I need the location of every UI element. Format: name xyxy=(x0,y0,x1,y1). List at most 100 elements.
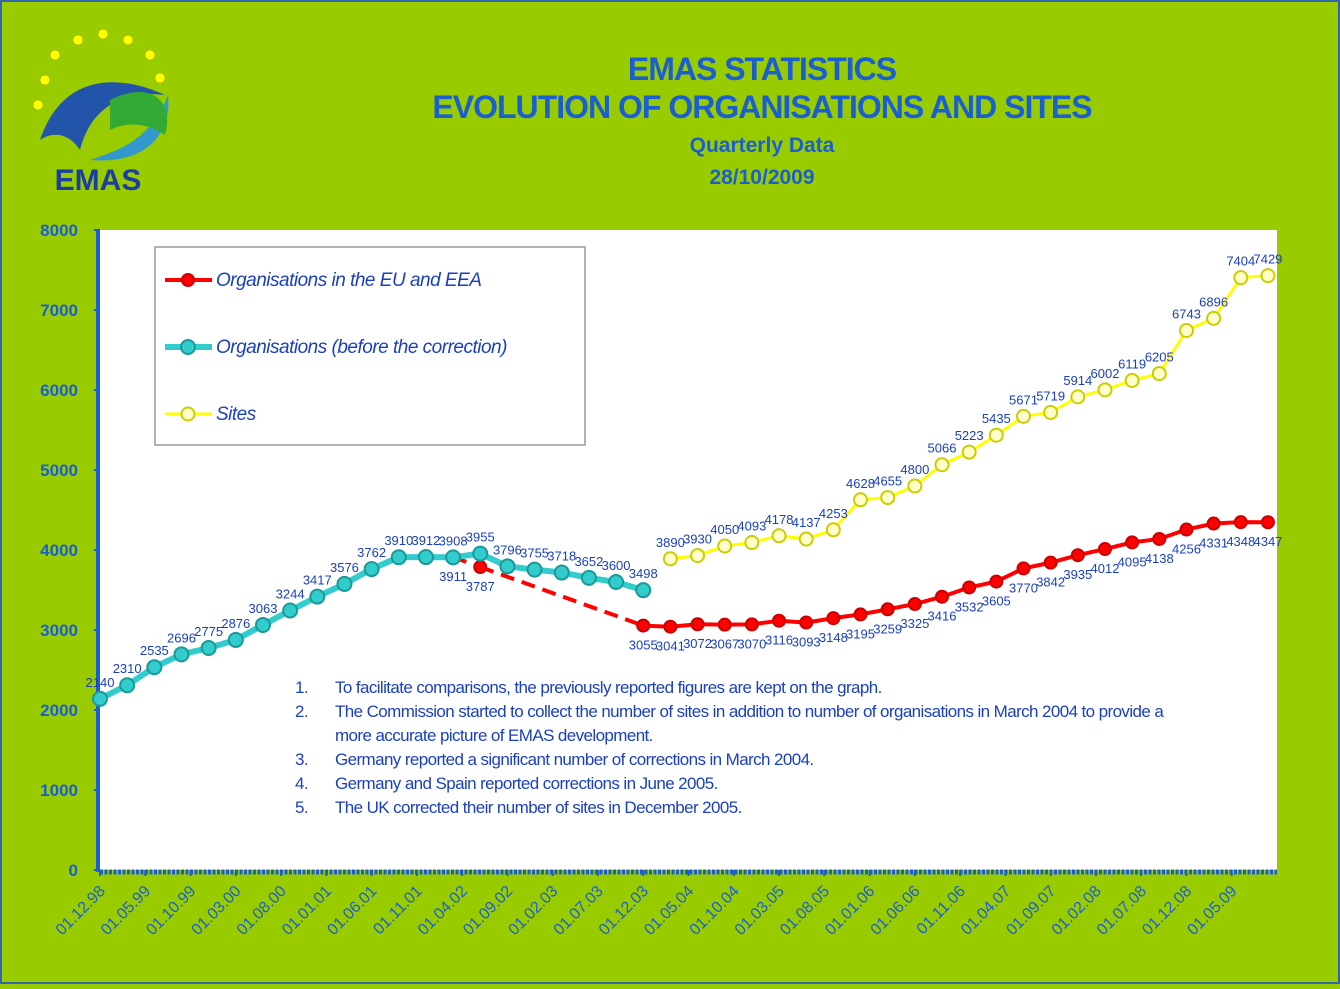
data-label: 3067 xyxy=(710,637,739,652)
y-tick-label: 2000 xyxy=(40,701,78,720)
data-label: 4178 xyxy=(765,512,794,527)
data-label: 4137 xyxy=(792,515,821,530)
point xyxy=(744,535,760,551)
point xyxy=(1097,382,1113,398)
point xyxy=(92,690,108,707)
point xyxy=(880,490,896,506)
point xyxy=(662,551,678,567)
point xyxy=(988,427,1004,443)
data-label: 5066 xyxy=(928,441,957,456)
data-label: 2310 xyxy=(113,661,142,676)
data-label: 3055 xyxy=(629,638,658,653)
data-label: 3498 xyxy=(629,566,658,581)
point xyxy=(1206,310,1222,326)
data-label: 3787 xyxy=(466,579,495,594)
data-label: 6743 xyxy=(1172,307,1201,322)
point xyxy=(309,588,326,605)
note-number: 5. xyxy=(295,798,309,817)
data-label: 4347 xyxy=(1253,534,1282,549)
data-label: 3532 xyxy=(955,599,984,614)
note-number: 3. xyxy=(295,750,309,769)
note: 5. The UK corrected their number of sites… xyxy=(295,796,1195,820)
data-label: 6896 xyxy=(1199,294,1228,309)
point xyxy=(282,602,299,619)
legend-box xyxy=(154,246,586,446)
y-tick-label: 3000 xyxy=(40,621,78,640)
data-label: 6205 xyxy=(1145,350,1174,365)
data-label: 3842 xyxy=(1036,575,1065,590)
point xyxy=(825,522,841,538)
point xyxy=(608,574,625,590)
point xyxy=(200,640,217,656)
point xyxy=(1070,548,1085,563)
data-label: 5435 xyxy=(982,411,1011,426)
data-label: 3718 xyxy=(547,549,576,564)
point xyxy=(1043,404,1059,420)
y-tick-label: 5000 xyxy=(40,461,78,480)
data-label: 2775 xyxy=(194,624,223,639)
data-label: 4093 xyxy=(737,519,766,534)
point xyxy=(690,548,706,564)
data-label: 3955 xyxy=(466,530,495,545)
data-label: 3890 xyxy=(656,535,685,550)
data-label: 3770 xyxy=(1009,580,1038,595)
point xyxy=(989,574,1004,589)
data-label: 4628 xyxy=(846,476,875,491)
point xyxy=(1178,323,1194,339)
point xyxy=(635,582,652,599)
data-label: 3417 xyxy=(303,573,332,588)
data-label: 2140 xyxy=(86,675,115,690)
point xyxy=(1260,268,1276,284)
data-label: 3762 xyxy=(357,545,386,560)
point xyxy=(853,607,868,622)
point xyxy=(472,545,489,562)
point xyxy=(1152,531,1167,546)
point xyxy=(935,589,950,604)
logo-text: EMAS xyxy=(55,164,142,197)
data-label: 3093 xyxy=(792,635,821,650)
point xyxy=(119,677,136,694)
legend-marker xyxy=(181,273,195,287)
data-label: 2876 xyxy=(221,616,250,631)
data-label: 2535 xyxy=(140,643,169,658)
legend: Organisations in the EU and EEA Organisat… xyxy=(154,246,586,446)
point xyxy=(1151,366,1167,382)
point xyxy=(717,617,732,632)
legend-marker xyxy=(180,339,196,355)
y-tick-label: 8000 xyxy=(40,221,78,240)
point xyxy=(826,611,841,626)
point xyxy=(526,561,543,578)
data-label: 5914 xyxy=(1063,373,1092,388)
note-number: 2. xyxy=(295,702,309,721)
point xyxy=(146,659,163,676)
point xyxy=(799,615,814,630)
point xyxy=(363,561,380,578)
point xyxy=(962,580,977,595)
legend-label: Organisations (before the correction) xyxy=(216,337,507,358)
data-label: 4095 xyxy=(1118,554,1147,569)
chart-date: 28/10/2009 xyxy=(709,166,814,189)
data-label: 7404 xyxy=(1226,254,1255,269)
data-label: 3259 xyxy=(873,621,902,636)
point xyxy=(1260,515,1275,530)
data-label: 7429 xyxy=(1253,252,1282,267)
point xyxy=(580,569,597,586)
note-text: The Commission started to collect the nu… xyxy=(335,702,1164,745)
chart-title: EMAS STATISTICS xyxy=(628,51,897,87)
data-label: 3072 xyxy=(683,636,712,651)
data-label: 3195 xyxy=(846,626,875,641)
legend-label: Organisations in the EU and EEA xyxy=(216,270,481,291)
point xyxy=(717,538,733,554)
logo: EMAS xyxy=(32,28,169,197)
data-label: 3576 xyxy=(330,560,359,575)
note: 2. The Commission started to collect the … xyxy=(295,700,1195,748)
point xyxy=(771,528,787,544)
data-label: 3148 xyxy=(819,630,848,645)
point xyxy=(254,616,271,633)
data-label: 4331 xyxy=(1199,536,1228,551)
point xyxy=(934,457,950,473)
point xyxy=(1070,389,1086,405)
y-tick-label: 4000 xyxy=(40,541,78,560)
